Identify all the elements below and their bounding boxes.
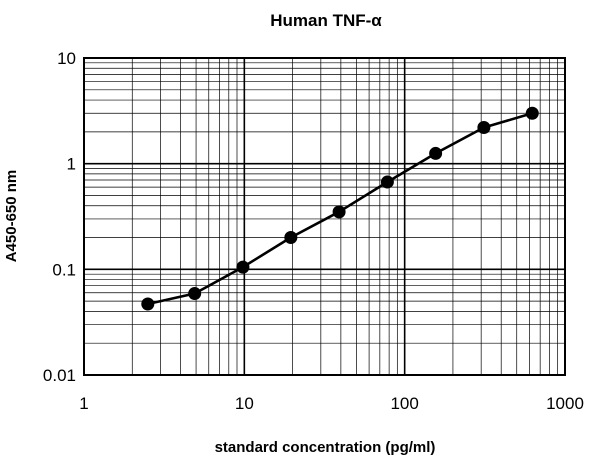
data-point	[477, 120, 491, 134]
data-point	[429, 146, 443, 160]
data-point	[236, 260, 250, 274]
data-point	[332, 205, 346, 219]
grid	[84, 58, 565, 375]
x-tick-label: 1000	[546, 394, 584, 413]
series	[141, 106, 539, 311]
data-point	[188, 287, 202, 301]
y-tick-label: 10	[57, 49, 76, 68]
y-tick-label: 1	[67, 155, 76, 174]
y-axis-label: A450-650 nm	[3, 170, 20, 263]
data-point	[525, 106, 539, 120]
data-point	[380, 175, 394, 189]
chart-title: Human TNF-α	[270, 11, 382, 30]
x-tick-label: 1	[79, 394, 88, 413]
y-tick-label: 0.01	[43, 366, 76, 385]
x-tick-labels: 1 10 100 1000	[79, 394, 584, 413]
x-tick-label: 100	[390, 394, 418, 413]
y-tick-label: 0.1	[52, 260, 76, 279]
y-tick-labels: 0.01 0.1 1 10	[43, 49, 76, 385]
x-axis-label: standard concentration (pg/ml)	[215, 439, 436, 456]
data-point	[141, 297, 155, 311]
x-tick-label: 10	[235, 394, 254, 413]
plot-frame	[83, 57, 566, 376]
data-point	[284, 231, 298, 245]
